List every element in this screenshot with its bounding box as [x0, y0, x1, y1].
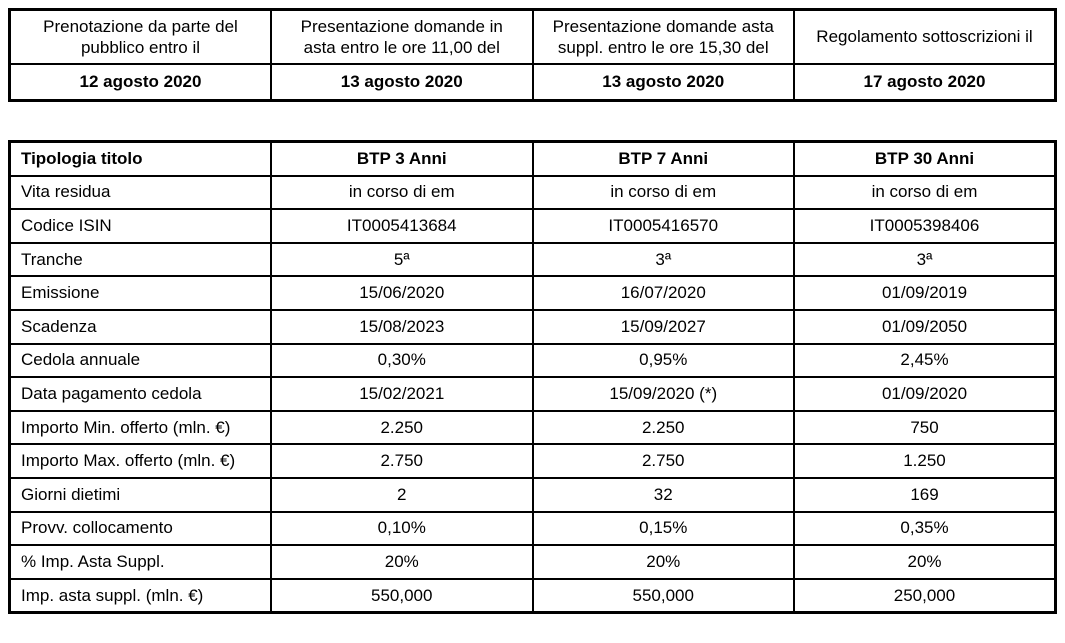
value-cell: 01/09/2019	[793, 275, 1057, 311]
value-cell: 550,000	[531, 577, 795, 614]
schedule-header-cell: Prenotazione da parte del pubblico entro…	[8, 8, 272, 65]
row-label-cell: Tipologia titolo	[8, 140, 272, 177]
bond-header-row: Tipologia titolo BTP 3 Anni BTP 7 Anni B…	[8, 140, 1057, 177]
value-cell: 20%	[531, 544, 795, 580]
value-cell: in corso di em	[270, 174, 534, 211]
value-cell: 5ª	[270, 241, 534, 278]
table-row: Codice ISIN IT0005413684 IT0005416570 IT…	[8, 208, 1057, 244]
row-label-cell: Data pagamento cedola	[8, 376, 272, 412]
row-label-cell: Importo Max. offerto (mln. €)	[8, 443, 272, 479]
table-row: Giorni dietimi 2 32 169	[8, 476, 1057, 513]
table-row: % Imp. Asta Suppl. 20% 20% 20%	[8, 544, 1057, 580]
value-cell: 01/09/2020	[793, 376, 1057, 412]
schedule-header-cell: Regolamento sottoscrizioni il	[793, 8, 1057, 65]
table-row: Scadenza 15/08/2023 15/09/2027 01/09/205…	[8, 308, 1057, 345]
schedule-date-cell: 13 agosto 2020	[531, 63, 795, 102]
schedule-date-row: 12 agosto 2020 13 agosto 2020 13 agosto …	[8, 63, 1057, 102]
row-label-cell: Emissione	[8, 275, 272, 311]
schedule-date-cell: 13 agosto 2020	[270, 63, 534, 102]
schedule-header-cell: Presentazione domande in asta entro le o…	[270, 8, 534, 65]
row-label-cell: Provv. collocamento	[8, 510, 272, 547]
value-cell: 3ª	[793, 241, 1057, 278]
document-page: Prenotazione da parte del pubblico entro…	[8, 8, 1057, 615]
value-cell: 15/02/2021	[270, 376, 534, 412]
row-label-cell: Scadenza	[8, 308, 272, 345]
table-gap	[8, 102, 1057, 140]
table-row: Data pagamento cedola 15/02/2021 15/09/2…	[8, 376, 1057, 412]
row-label-cell: Tranche	[8, 241, 272, 278]
row-label-cell: Imp. asta suppl. (mln. €)	[8, 577, 272, 614]
value-cell: 750	[793, 409, 1057, 446]
value-cell: 15/09/2020 (*)	[531, 376, 795, 412]
column-header-cell: BTP 30 Anni	[793, 140, 1057, 177]
value-cell: in corso di em	[793, 174, 1057, 211]
value-cell: 32	[531, 476, 795, 513]
value-cell: IT0005413684	[270, 208, 534, 244]
table-row: Importo Max. offerto (mln. €) 2.750 2.75…	[8, 443, 1057, 479]
value-cell: 20%	[270, 544, 534, 580]
value-cell: 250,000	[793, 577, 1057, 614]
value-cell: 15/08/2023	[270, 308, 534, 345]
column-header-cell: BTP 3 Anni	[270, 140, 534, 177]
value-cell: in corso di em	[531, 174, 795, 211]
value-cell: 2.250	[531, 409, 795, 446]
row-label-cell: Vita residua	[8, 174, 272, 211]
table-row: Vita residua in corso di em in corso di …	[8, 174, 1057, 211]
value-cell: 15/09/2027	[531, 308, 795, 345]
column-header-cell: BTP 7 Anni	[531, 140, 795, 177]
row-label-cell: Giorni dietimi	[8, 476, 272, 513]
table-row: Cedola annuale 0,30% 0,95% 2,45%	[8, 342, 1057, 379]
schedule-date-cell: 12 agosto 2020	[8, 63, 272, 102]
value-cell: 2.750	[531, 443, 795, 479]
table-row: Tranche 5ª 3ª 3ª	[8, 241, 1057, 278]
schedule-header-cell: Presentazione domande asta suppl. entro …	[531, 8, 795, 65]
value-cell: IT0005398406	[793, 208, 1057, 244]
value-cell: 0,30%	[270, 342, 534, 379]
value-cell: 0,95%	[531, 342, 795, 379]
row-label-cell: Codice ISIN	[8, 208, 272, 244]
schedule-date-cell: 17 agosto 2020	[793, 63, 1057, 102]
value-cell: 2.750	[270, 443, 534, 479]
table-row: Provv. collocamento 0,10% 0,15% 0,35%	[8, 510, 1057, 547]
value-cell: 0,15%	[531, 510, 795, 547]
value-cell: 01/09/2050	[793, 308, 1057, 345]
value-cell: 16/07/2020	[531, 275, 795, 311]
auction-schedule-table: Prenotazione da parte del pubblico entro…	[8, 8, 1057, 102]
table-row: Emissione 15/06/2020 16/07/2020 01/09/20…	[8, 275, 1057, 311]
value-cell: 20%	[793, 544, 1057, 580]
value-cell: 169	[793, 476, 1057, 513]
value-cell: 1.250	[793, 443, 1057, 479]
value-cell: 2,45%	[793, 342, 1057, 379]
row-label-cell: Importo Min. offerto (mln. €)	[8, 409, 272, 446]
value-cell: IT0005416570	[531, 208, 795, 244]
row-label-cell: Cedola annuale	[8, 342, 272, 379]
value-cell: 550,000	[270, 577, 534, 614]
value-cell: 15/06/2020	[270, 275, 534, 311]
row-label-cell: % Imp. Asta Suppl.	[8, 544, 272, 580]
value-cell: 2	[270, 476, 534, 513]
schedule-header-row: Prenotazione da parte del pubblico entro…	[8, 8, 1057, 65]
value-cell: 0,35%	[793, 510, 1057, 547]
value-cell: 3ª	[531, 241, 795, 278]
value-cell: 0,10%	[270, 510, 534, 547]
table-row: Importo Min. offerto (mln. €) 2.250 2.25…	[8, 409, 1057, 446]
value-cell: 2.250	[270, 409, 534, 446]
table-row: Imp. asta suppl. (mln. €) 550,000 550,00…	[8, 577, 1057, 614]
bond-details-table: Tipologia titolo BTP 3 Anni BTP 7 Anni B…	[8, 140, 1057, 615]
